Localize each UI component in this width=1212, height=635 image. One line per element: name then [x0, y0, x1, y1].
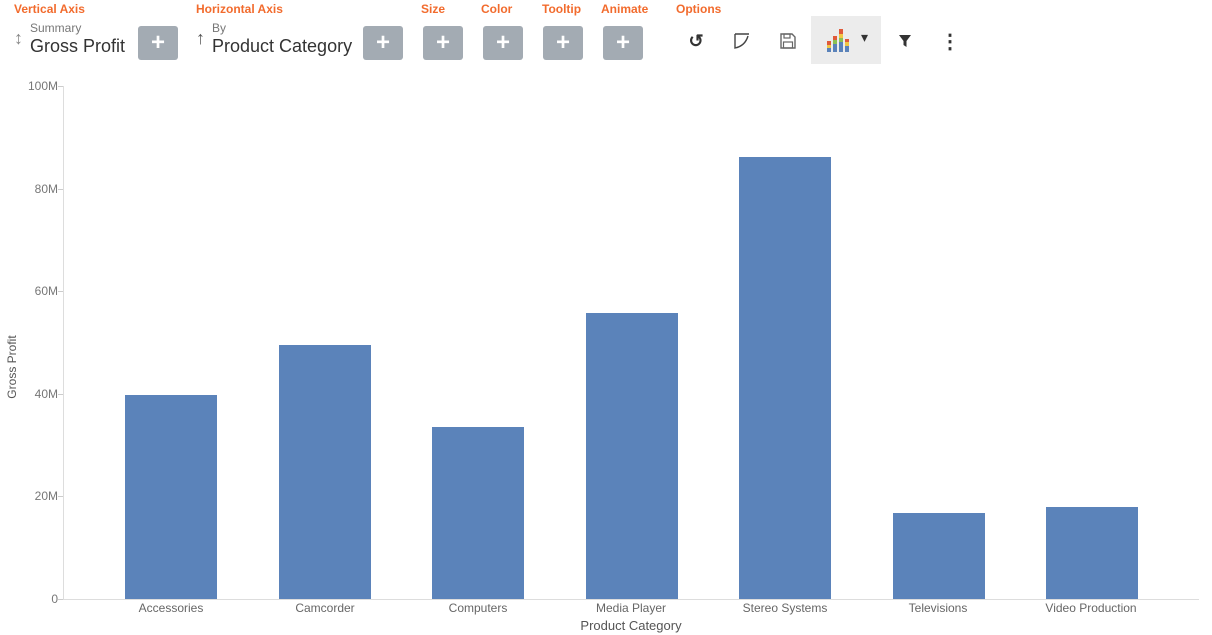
y-tick-mark: [58, 291, 63, 292]
y-tick-label: 20M: [34, 489, 58, 503]
filter-icon[interactable]: [890, 28, 920, 54]
y-tick-mark: [58, 496, 63, 497]
add-tooltip-button[interactable]: +: [543, 26, 583, 60]
x-tick-label: Computers: [448, 601, 508, 615]
bar-video-production[interactable]: [1046, 507, 1138, 599]
bar-accessories[interactable]: [125, 394, 217, 599]
add-size-button[interactable]: +: [423, 26, 463, 60]
vertical-axis-value[interactable]: Gross Profit: [30, 36, 126, 56]
bar-media-player[interactable]: [585, 313, 678, 599]
y-tick-label: 40M: [34, 387, 58, 401]
label-tooltip: Tooltip: [542, 2, 582, 16]
y-tick-label: 0: [51, 592, 58, 606]
more-options-icon[interactable]: ⋮: [940, 30, 960, 53]
chevron-down-icon[interactable]: ▾: [861, 29, 869, 45]
y-tick-mark: [58, 189, 63, 190]
y-tick-mark: [58, 394, 63, 395]
y-tick-label: 60M: [34, 284, 58, 298]
label-animate: Animate: [601, 2, 649, 16]
add-animate-button[interactable]: +: [603, 26, 643, 60]
add-horizontal-axis-button[interactable]: +: [363, 26, 403, 60]
x-tick-label: Video Production: [1045, 601, 1137, 615]
sort-arrows-icon: ↕: [14, 28, 23, 48]
x-tick-label: Televisions: [908, 601, 968, 615]
horizontal-axis-field[interactable]: ↑ By Product Category: [196, 22, 352, 57]
save-icon[interactable]: [773, 28, 803, 54]
y-tick-label: 80M: [34, 182, 58, 196]
bar-chart-icon: [827, 29, 849, 52]
add-vertical-axis-button[interactable]: +: [138, 26, 178, 60]
x-tick-label: Accessories: [138, 601, 204, 615]
horizontal-axis-value[interactable]: Product Category: [212, 36, 353, 56]
y-tick-mark: [58, 599, 63, 600]
chart-type-selector[interactable]: ▾: [811, 16, 881, 64]
y-tick-label: 100M: [27, 79, 58, 93]
bar-stereo-systems[interactable]: [739, 156, 831, 599]
sort-ascending-icon[interactable]: ↑: [196, 28, 205, 48]
x-tick-label: Camcorder: [295, 601, 355, 615]
vertical-axis-field[interactable]: ↕ Summary Gross Profit: [14, 22, 125, 57]
label-horizontal-axis: Horizontal Axis: [196, 2, 283, 16]
vertical-axis-sub: Summary: [30, 21, 82, 35]
label-vertical-axis: Vertical Axis: [14, 2, 85, 16]
undo-icon[interactable]: ↺: [688, 30, 704, 51]
bar-televisions[interactable]: [892, 512, 985, 599]
label-color: Color: [481, 2, 513, 16]
x-axis-title: Product Category: [580, 618, 682, 633]
label-options: Options: [676, 2, 722, 16]
x-tick-label: Media Player: [595, 601, 667, 615]
bar-chart: Gross Profit 0 20M 40M 60M 80M 100M Acce…: [0, 70, 1212, 635]
x-axis-line: [63, 599, 1199, 600]
label-size: Size: [421, 2, 446, 16]
bar-camcorder[interactable]: [278, 345, 371, 599]
add-color-button[interactable]: +: [483, 26, 523, 60]
y-axis-line: [63, 86, 64, 600]
annotate-icon[interactable]: [727, 28, 757, 54]
bar-computers[interactable]: [432, 427, 524, 599]
y-tick-mark: [58, 86, 63, 87]
x-tick-label: Stereo Systems: [742, 601, 828, 615]
horizontal-axis-sub: By: [212, 21, 227, 35]
